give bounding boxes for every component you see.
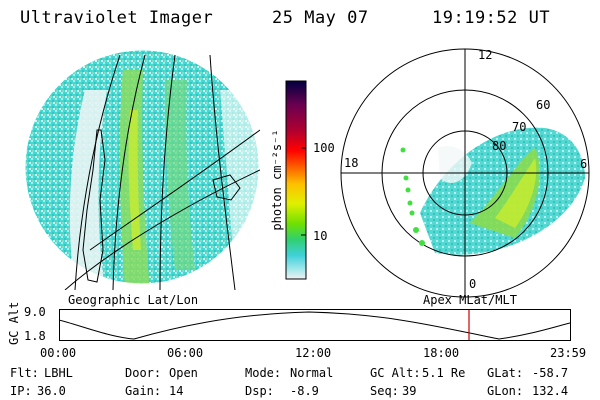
mlt-label-6: 6 xyxy=(580,157,588,171)
polar-mlat-mlt-panel xyxy=(340,48,590,298)
timeline-tick-0600: 06:00 xyxy=(167,346,204,360)
mlat-label-70: 70 xyxy=(512,120,527,134)
gc-alt-value: 5.1 Re xyxy=(422,366,466,380)
gain-label: Gain: xyxy=(125,384,162,398)
observation-time: 19:19:52 UT xyxy=(432,8,551,28)
flt-label: Flt: xyxy=(10,366,39,380)
ip-value: 36.0 xyxy=(37,384,66,398)
observation-date: 25 May 07 xyxy=(272,8,369,28)
gc-altitude-timeline xyxy=(59,309,571,341)
intensity-colorbar xyxy=(285,80,307,280)
colorbar-unit-label: photon cm⁻²s⁻¹ xyxy=(270,129,284,231)
colorbar-tick-100: 100 xyxy=(313,141,335,155)
door-value: Open xyxy=(169,366,198,380)
gc-alt-label: GC Alt: xyxy=(370,366,421,380)
mode-label: Mode: xyxy=(245,366,282,380)
timeline-ymax: 9.0 xyxy=(24,305,46,319)
timeline-axis-label: GC Alt xyxy=(7,301,21,345)
instrument-title: Ultraviolet Imager xyxy=(20,8,214,28)
mlt-label-12: 12 xyxy=(478,48,493,62)
seq-value: 39 xyxy=(402,384,417,398)
timeline-tick-0000: 00:00 xyxy=(40,346,77,360)
geographic-caption: Geographic Lat/Lon xyxy=(68,293,199,307)
flt-value: LBHL xyxy=(44,366,73,380)
geographic-image-panel xyxy=(25,50,260,290)
gain-value: 14 xyxy=(169,384,184,398)
ip-label: IP: xyxy=(10,384,32,398)
timeline-tick-1200: 12:00 xyxy=(295,346,332,360)
mlt-label-0: 0 xyxy=(469,277,477,291)
glat-label: GLat: xyxy=(487,366,524,380)
timeline-tick-2359: 23:59 xyxy=(550,346,587,360)
door-label: Door: xyxy=(125,366,162,380)
dsp-label: Dsp: xyxy=(245,384,274,398)
glon-label: GLon: xyxy=(487,384,524,398)
mlat-label-80: 80 xyxy=(492,139,507,153)
mlt-label-18: 18 xyxy=(344,156,359,170)
mode-value: Normal xyxy=(290,366,334,380)
seq-label: Seq: xyxy=(370,384,399,398)
colorbar-tick-10: 10 xyxy=(313,229,328,243)
dsp-value: -8.9 xyxy=(290,384,319,398)
polar-caption: Apex MLat/MLT xyxy=(423,293,517,307)
gc-altitude-curve xyxy=(59,311,571,340)
glat-value: -58.7 xyxy=(532,366,569,380)
glon-value: 132.4 xyxy=(532,384,569,398)
timeline-ymin: 1.8 xyxy=(24,329,46,343)
timeline-tick-1800: 18:00 xyxy=(423,346,460,360)
mlat-label-60: 60 xyxy=(536,98,551,112)
